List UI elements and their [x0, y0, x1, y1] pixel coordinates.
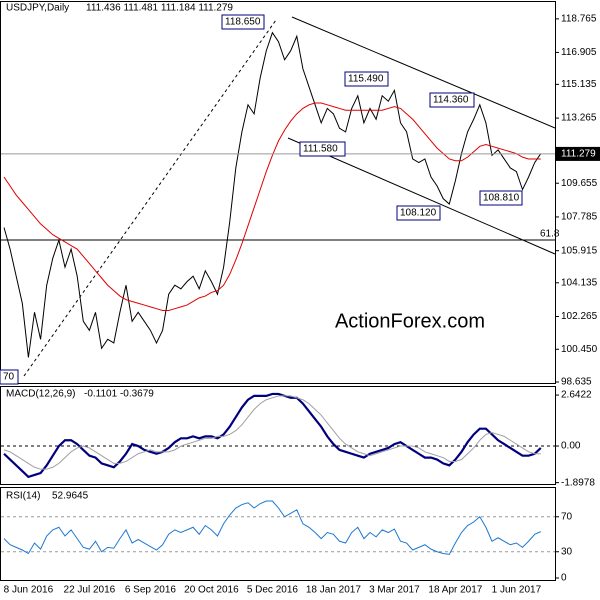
annotation: 115.490: [348, 74, 384, 85]
series-line: [3, 500, 541, 555]
y-tick-label: 105.915: [561, 245, 598, 256]
price-title: USDJPY,Daily: [6, 3, 69, 14]
watermark: ActionForex.com: [335, 310, 485, 332]
annotation-box: [0, 369, 19, 385]
price-frame: [0, 1, 556, 384]
y-tick-label: 109.655: [561, 178, 598, 189]
annotation-box: [299, 141, 346, 157]
annotation: 118.650: [225, 17, 261, 28]
x-tick-label: 18 Apr 2017: [428, 585, 482, 596]
y-tick-label: 0: [561, 573, 567, 584]
y-tick-label: 113.265: [561, 113, 597, 124]
channel-lower: [287, 137, 556, 255]
y-tick-label: 118.765: [561, 14, 597, 25]
series-line: [3, 395, 541, 470]
y-tick-label: 30: [561, 546, 573, 557]
annotation-box: [479, 190, 523, 206]
rsi-frame: [0, 487, 556, 581]
rsi-title: RSI(14): [6, 491, 40, 502]
x-tick-label: 20 Oct 2016: [184, 585, 239, 596]
y-tick-label: 115.135: [561, 79, 597, 90]
macd-frame: [0, 386, 556, 485]
y-tick-label: -1.8978: [561, 477, 595, 488]
rsi-subtitle: 52.9645: [52, 491, 89, 502]
x-tick-label: 3 Mar 2017: [369, 585, 420, 596]
y-tick-label: 0.00: [561, 441, 581, 452]
annotation: 108.810: [483, 193, 520, 204]
annotation: 114.360: [433, 95, 469, 106]
last-price-label: 111.279: [561, 149, 596, 160]
macd-subtitle: -0.1101 -0.3679: [84, 389, 154, 400]
annotation-box: [429, 92, 475, 108]
series-line: [3, 392, 542, 479]
fib-line: [23, 19, 277, 377]
series-line: [3, 31, 542, 358]
last-price-box: [556, 146, 600, 161]
y-tick-label: 70: [561, 511, 573, 522]
price-subtitle: 111.436 111.481 111.184 111.279: [86, 3, 233, 14]
y-tick-label: 104.135: [561, 277, 598, 288]
y-tick-label: 102.265: [561, 311, 598, 322]
y-tick-label: 116.905: [561, 47, 597, 58]
x-tick-label: 22 Jul 2016: [64, 585, 116, 596]
annotation: 70: [3, 372, 15, 383]
macd-title: MACD(12,26,9): [6, 389, 75, 400]
x-tick-label: 6 Sep 2016: [125, 585, 177, 596]
channel-upper: [291, 16, 556, 129]
annotation: 111.580: [303, 144, 338, 155]
annotation-box: [396, 205, 441, 221]
x-tick-label: 8 Jun 2016: [4, 585, 54, 596]
y-tick-label: 100.450: [561, 344, 598, 355]
y-tick-label: 107.785: [561, 212, 598, 223]
x-tick-label: 18 Jan 2017: [306, 585, 361, 596]
x-tick-label: 5 Dec 2016: [247, 585, 299, 596]
x-tick-label: 1 Jun 2017: [492, 585, 542, 596]
series-line: [3, 102, 541, 311]
annotation-box: [344, 71, 389, 87]
y-tick-label: 98.635: [561, 377, 592, 388]
annotation-box: [221, 14, 265, 30]
y-tick-label: 2.6422: [561, 390, 592, 401]
annotation: 108.120: [400, 208, 437, 219]
annotation: 61.8: [540, 229, 560, 240]
